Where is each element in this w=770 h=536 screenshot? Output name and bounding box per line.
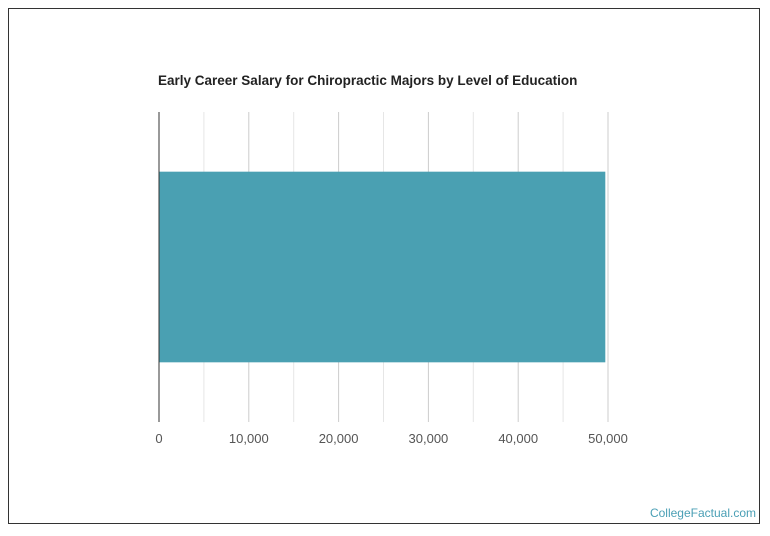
x-tick-label: 30,000 — [409, 431, 449, 446]
x-tick-label: 10,000 — [229, 431, 269, 446]
x-tick-labels: 0 10,000 20,000 30,000 40,000 50,000 — [155, 431, 628, 446]
x-tick-label: 40,000 — [498, 431, 538, 446]
chart-title: Early Career Salary for Chiropractic Maj… — [158, 73, 578, 88]
bar-series — [159, 171, 606, 363]
x-tick-label: 20,000 — [319, 431, 359, 446]
x-tick-label: 0 — [155, 431, 162, 446]
x-tick-label: 50,000 — [588, 431, 628, 446]
bar-0[interactable] — [159, 171, 606, 363]
credit-link[interactable]: CollegeFactual.com — [649, 506, 756, 520]
